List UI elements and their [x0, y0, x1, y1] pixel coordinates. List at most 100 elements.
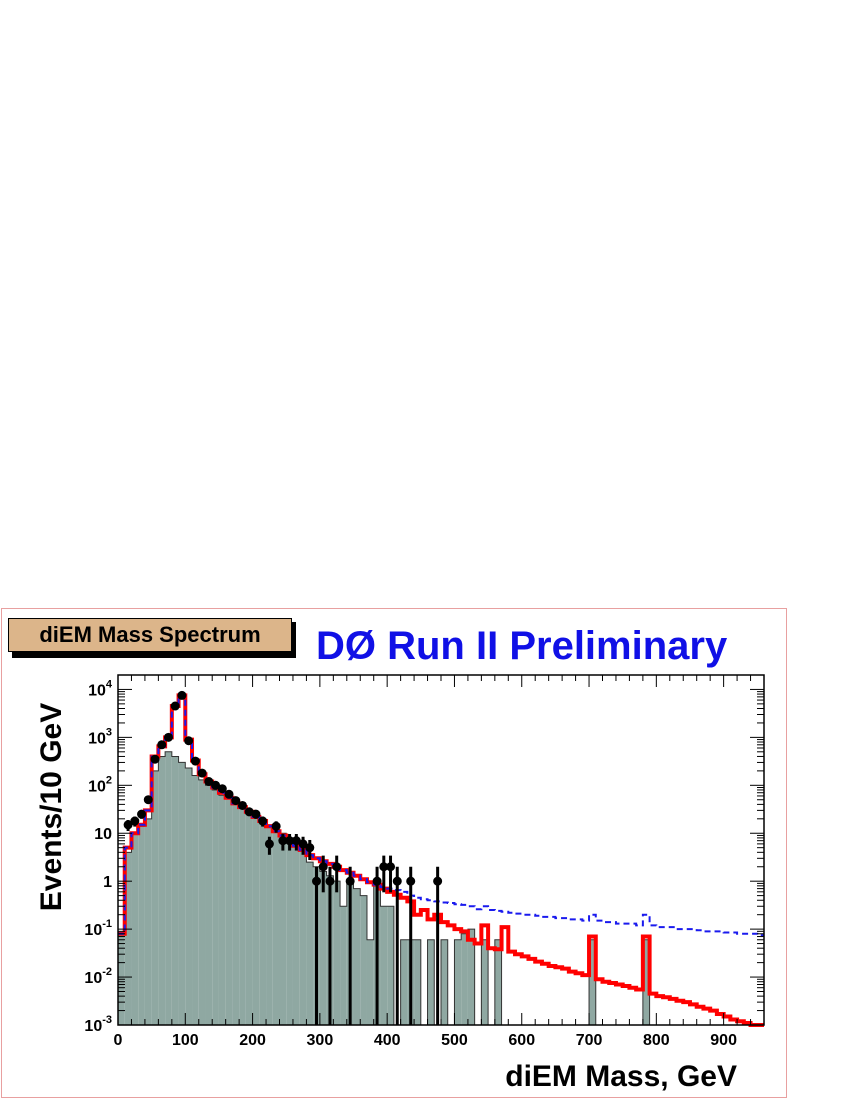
y-tick-base: 10: [94, 826, 112, 843]
y-tick-exponent: -1: [102, 918, 112, 930]
data-point: [123, 820, 133, 830]
histogram-bar: [427, 939, 435, 1025]
histogram-bar: [360, 895, 367, 1025]
y-tick-label: 104: [88, 678, 113, 699]
data-point: [278, 836, 288, 846]
histogram-bar: [292, 843, 300, 1025]
data-point: [332, 862, 342, 872]
x-tick-label: 500: [441, 1032, 468, 1049]
histogram-bar: [494, 939, 502, 1025]
y-tick-exponent: -3: [102, 1014, 112, 1026]
data-point: [204, 777, 214, 787]
data-point: [264, 839, 274, 849]
data-point: [184, 736, 194, 746]
y-tick-label: 10: [94, 826, 112, 843]
histogram-bar: [387, 906, 394, 1025]
y-tick-base: 10: [88, 778, 106, 795]
data-point: [143, 795, 153, 805]
data-point: [285, 836, 295, 846]
data-point: [298, 839, 308, 849]
chart-title: DØ Run II Preliminary: [316, 624, 728, 668]
y-tick-base: 10: [88, 682, 106, 699]
data-point: [130, 816, 140, 826]
histogram-bar: [178, 762, 186, 1025]
x-tick-label: 300: [307, 1032, 334, 1049]
y-tick-exponent: 2: [106, 774, 112, 786]
histogram-bar: [306, 862, 314, 1025]
y-tick-label: 1: [103, 874, 112, 891]
data-point: [170, 701, 180, 711]
histogram-bar: [212, 789, 219, 1025]
y-tick-base: 10: [88, 730, 106, 747]
data-point: [392, 876, 402, 886]
data-point: [406, 876, 416, 886]
histogram-bar: [131, 833, 139, 1025]
histogram-bar: [279, 833, 287, 1025]
histogram-bar: [192, 775, 199, 1025]
data-point: [150, 754, 160, 764]
histogram-bar: [151, 770, 159, 1025]
x-tick-label: 900: [710, 1032, 737, 1049]
x-tick-label: 400: [374, 1032, 401, 1049]
x-tick-label: 100: [172, 1032, 199, 1049]
data-point: [345, 876, 355, 886]
data-point: [379, 862, 389, 872]
histogram-bar: [138, 826, 145, 1025]
x-tick-label: 800: [643, 1032, 670, 1049]
y-tick-base: 10: [84, 922, 102, 939]
data-point: [372, 876, 382, 886]
data-point: [305, 843, 315, 853]
histogram-bar: [400, 939, 408, 1025]
histogram-bar: [225, 798, 233, 1025]
histogram-bar: [165, 751, 172, 1025]
histogram-bar: [353, 888, 361, 1025]
data-point: [237, 800, 247, 810]
y-tick-label: 103: [88, 726, 112, 747]
data-point: [163, 732, 173, 742]
histogram-bar: [481, 939, 489, 1025]
histogram-bar: [319, 871, 327, 1025]
y-tick-label: 10-3: [84, 1014, 112, 1035]
histogram-bar: [232, 803, 240, 1025]
data-point: [224, 789, 234, 799]
x-tick-label: 0: [114, 1032, 123, 1049]
histogram-bar: [340, 906, 347, 1025]
data-point: [271, 821, 281, 831]
histogram-bar: [286, 837, 293, 1025]
data-point: [251, 809, 261, 819]
histogram-bar: [245, 811, 253, 1025]
histogram-bar: [252, 816, 260, 1025]
data-point: [190, 756, 200, 766]
histogram-bar: [259, 821, 267, 1025]
data-point: [177, 690, 187, 700]
data-point: [258, 816, 268, 826]
histogram-bar: [589, 939, 596, 1025]
axis-layer: 0 100 200 300 400 500 600 700 800 90010-310-210-1…: [84, 674, 765, 1049]
data-point: [211, 780, 221, 790]
panel-label: diEM Mass Spectrum: [8, 618, 292, 652]
data-point: [231, 796, 241, 806]
y-tick-exponent: 4: [106, 678, 113, 690]
data-point: [217, 784, 227, 794]
histogram-bar: [218, 795, 226, 1025]
histogram-bar: [205, 785, 213, 1025]
y-axis-label: Events/10 GeV: [35, 703, 68, 911]
histogram-bar: [158, 756, 166, 1025]
data-point: [318, 862, 328, 872]
histogram-bar: [467, 929, 475, 1025]
data-point: [157, 740, 167, 750]
histogram-bar: [266, 824, 273, 1025]
data-point: [137, 809, 147, 819]
data-point: [433, 876, 443, 886]
histogram-bar: [414, 939, 421, 1025]
x-tick-label: 600: [508, 1032, 535, 1049]
x-tick-label: 700: [576, 1032, 603, 1049]
x-axis-label: diEM Mass, GeV: [505, 1060, 737, 1093]
y-tick-base: 10: [84, 970, 102, 987]
y-tick-exponent: 3: [106, 726, 112, 738]
histogram-bar: [366, 939, 374, 1025]
histogram-bar: [198, 779, 206, 1025]
histogram-bar: [272, 829, 280, 1025]
data-point: [197, 768, 207, 778]
